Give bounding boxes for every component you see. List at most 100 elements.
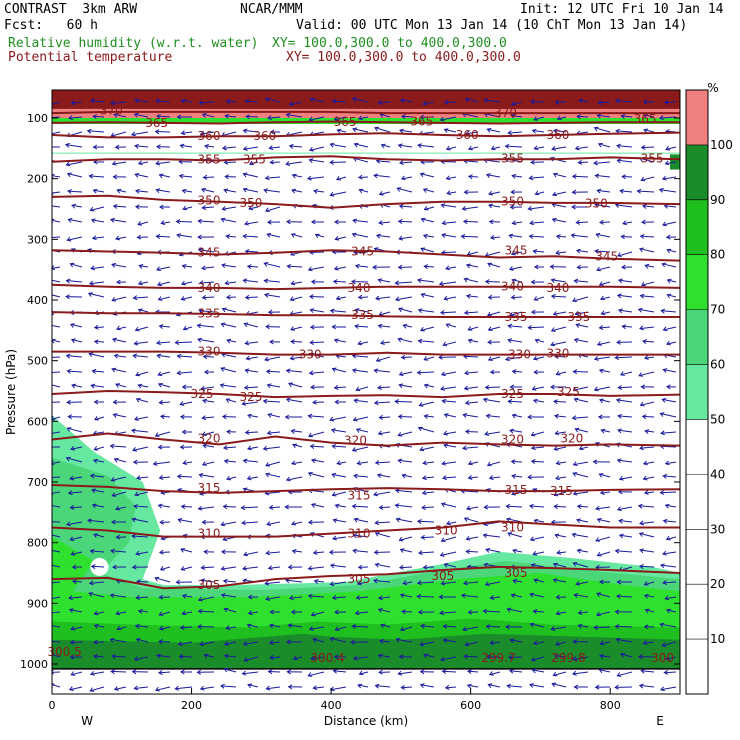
wind-vector bbox=[220, 367, 237, 373]
wind-vector bbox=[288, 143, 303, 149]
wind-vector bbox=[395, 517, 413, 523]
wind-vector bbox=[52, 101, 61, 105]
wind-vector bbox=[246, 475, 259, 481]
wind-vector bbox=[246, 623, 259, 629]
wind-vector bbox=[67, 218, 83, 223]
wind-vector bbox=[290, 339, 303, 345]
wind-vector bbox=[154, 686, 171, 692]
wind-vector bbox=[308, 370, 325, 376]
wind-vector bbox=[528, 503, 545, 509]
wind-vector bbox=[555, 641, 567, 646]
wind-vector bbox=[419, 683, 435, 689]
wind-vector bbox=[329, 308, 347, 314]
east-end-label: E bbox=[656, 714, 664, 728]
wind-vector bbox=[331, 324, 347, 330]
wind-vector bbox=[285, 161, 303, 166]
wind-vector bbox=[400, 114, 413, 120]
wind-vector bbox=[110, 548, 127, 554]
wind-vector bbox=[289, 296, 303, 301]
wind-vector bbox=[377, 100, 391, 105]
wind-vector bbox=[374, 532, 391, 538]
wind-vector bbox=[533, 369, 545, 375]
wind-vector bbox=[309, 324, 325, 330]
theta-contour-label: 320 bbox=[501, 433, 524, 447]
wind-vector bbox=[66, 427, 83, 433]
wind-vector bbox=[244, 429, 259, 435]
wind-vector bbox=[332, 279, 347, 285]
wind-vector bbox=[576, 504, 589, 510]
wind-vector bbox=[487, 203, 501, 209]
wind-vector bbox=[463, 277, 479, 283]
wind-vector bbox=[69, 504, 83, 510]
wind-vector bbox=[398, 203, 413, 209]
wind-vector bbox=[52, 294, 61, 298]
wind-vector bbox=[90, 218, 105, 224]
wind-vector bbox=[93, 654, 105, 659]
wind-vector bbox=[465, 549, 479, 555]
wind-vector bbox=[467, 174, 479, 180]
wind-vector bbox=[174, 339, 193, 345]
wind-vector bbox=[395, 637, 413, 643]
wind-vector bbox=[575, 323, 589, 328]
wind-vector bbox=[220, 593, 237, 599]
colorbar-tick-label: 40 bbox=[710, 467, 725, 481]
wind-vector bbox=[572, 386, 589, 392]
wind-vector bbox=[265, 596, 281, 601]
wind-vector bbox=[158, 594, 171, 600]
wind-vector bbox=[529, 220, 545, 226]
wind-vector bbox=[197, 505, 215, 511]
wind-vector bbox=[442, 475, 457, 481]
wind-vector bbox=[641, 203, 655, 209]
wind-vector bbox=[532, 640, 545, 646]
wind-vector bbox=[219, 383, 237, 389]
wind-vector bbox=[552, 562, 567, 568]
wind-vector bbox=[664, 160, 677, 166]
wind-vector bbox=[265, 685, 281, 691]
wind-vector bbox=[372, 264, 391, 270]
wind-vector bbox=[180, 296, 193, 301]
wind-vector bbox=[351, 232, 369, 238]
wind-vector bbox=[576, 114, 589, 120]
wind-vector bbox=[397, 219, 413, 224]
theta-contour-label: 325 bbox=[501, 387, 524, 401]
wind-vector bbox=[461, 206, 479, 211]
wind-vector bbox=[443, 99, 457, 105]
theta-contour-360 bbox=[52, 131, 680, 139]
y-axis-label: Pressure (hPa) bbox=[4, 349, 18, 435]
wind-vector bbox=[661, 641, 677, 647]
wind-vector bbox=[134, 98, 149, 104]
wind-vector bbox=[554, 533, 567, 539]
axes: 100 200 300 400 500 600 700 800 900 1000 0 200 400 60… bbox=[20, 112, 680, 712]
wind-vector bbox=[331, 472, 347, 478]
wind-vector bbox=[180, 280, 193, 286]
wind-vector bbox=[529, 683, 545, 688]
wind-vector bbox=[441, 460, 457, 466]
wind-vector bbox=[242, 128, 259, 134]
wind-vector bbox=[617, 413, 633, 419]
wind-vector bbox=[419, 669, 435, 675]
wind-vector bbox=[571, 415, 589, 421]
wind-vector bbox=[534, 338, 545, 344]
wind-vector bbox=[467, 145, 479, 151]
wind-vector bbox=[66, 399, 83, 405]
wind-vector bbox=[69, 323, 83, 328]
wind-vector bbox=[157, 444, 171, 450]
wind-vector bbox=[663, 669, 677, 675]
theta-contour-label: 305 bbox=[505, 566, 528, 580]
wind-vector bbox=[350, 639, 369, 645]
wind-vector bbox=[665, 535, 677, 541]
wind-vector bbox=[198, 100, 215, 106]
wind-vector bbox=[52, 490, 61, 496]
wind-vector bbox=[618, 533, 633, 539]
wind-vector bbox=[94, 416, 105, 421]
wind-vector bbox=[488, 219, 501, 225]
theta-contour-label: 360 bbox=[198, 129, 221, 143]
wind-vector bbox=[112, 399, 127, 405]
wind-vector bbox=[133, 340, 149, 346]
wind-vector bbox=[531, 385, 545, 391]
wind-vector bbox=[69, 639, 83, 645]
wind-vector bbox=[620, 653, 633, 658]
wind-vector bbox=[69, 262, 83, 268]
wind-vector bbox=[638, 564, 655, 570]
wind-vector bbox=[375, 233, 391, 239]
